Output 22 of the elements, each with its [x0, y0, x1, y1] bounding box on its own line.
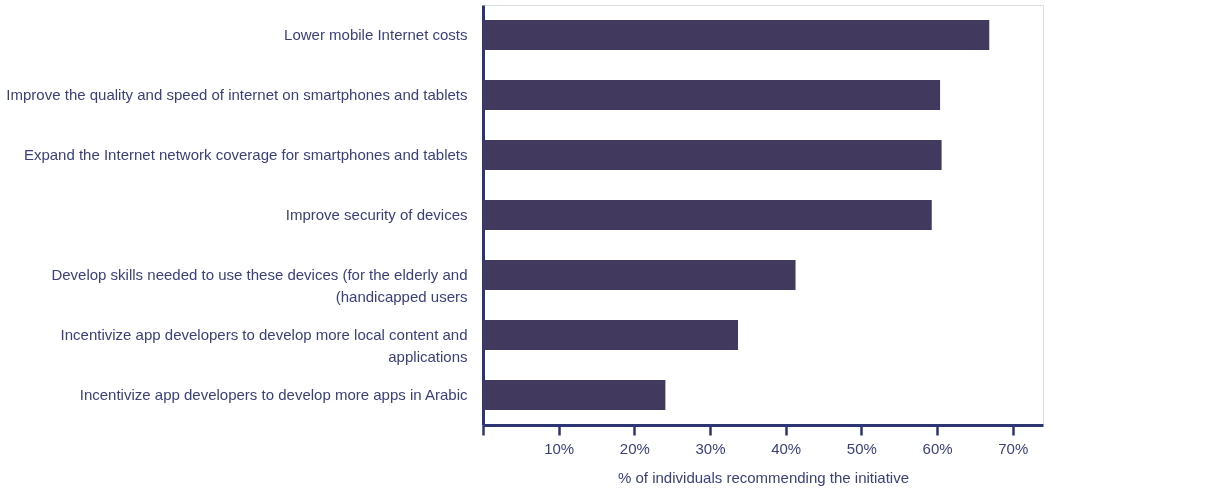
bar: [483, 80, 941, 110]
y-tick-label: Improve security of devices: [285, 206, 468, 223]
x-tick-label: 60%: [922, 439, 953, 457]
x-tick-label: 30%: [695, 439, 726, 457]
bar: [483, 200, 932, 230]
x-tick-label: 20%: [619, 439, 650, 457]
bar: [483, 260, 796, 290]
bar: [483, 140, 942, 170]
x-tick-label: 10%: [544, 439, 575, 457]
y-tick-label: Incentivize app developers to develop more local content and applications: [60, 326, 468, 365]
y-tick-label: Incentivize app developers to develop more apps in Arabic: [79, 386, 468, 403]
x-axis-title: % of individuals recommending the initiative: [618, 468, 909, 486]
y-tick-label: Develop skills needed to use these devices (for the elderly and (handicapped users: [51, 266, 468, 305]
x-tick-label: 70%: [998, 439, 1029, 457]
bar: [483, 380, 666, 410]
y-tick-label: Improve the quality and speed of internet on smartphones and tablets: [6, 86, 468, 103]
bar: [483, 20, 990, 50]
y-tick-label: Expand the Internet network coverage for smartphones and tablets: [23, 146, 468, 163]
bar: [483, 320, 739, 350]
y-tick-label: Lower mobile Internet costs: [284, 26, 468, 43]
x-tick-label: 50%: [846, 439, 877, 457]
x-tick-label: 40%: [771, 439, 802, 457]
